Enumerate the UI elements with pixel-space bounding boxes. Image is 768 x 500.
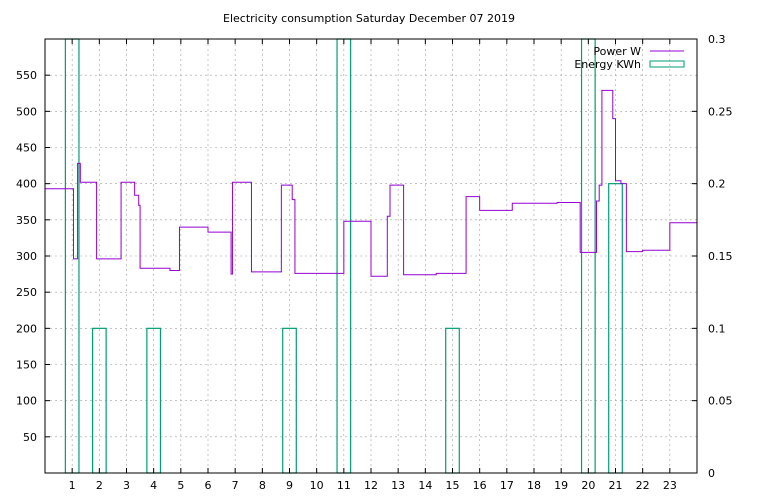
x-tick-label: 17 (500, 479, 514, 492)
x-tick-label: 1 (69, 479, 76, 492)
y-tick-labels: 50 100 150 200 250 300 350 400 450 500 550 (16, 69, 50, 444)
legend: Power W Energy KWh (574, 45, 685, 71)
x-tick-label: 22 (636, 479, 650, 492)
y2-tick-label: 0.3 (708, 33, 726, 46)
y-tick-label: 500 (16, 105, 37, 118)
chart-title: Electricity consumption Saturday Decembe… (223, 12, 515, 25)
x-tick-label: 20 (581, 479, 595, 492)
legend-swatch-energy (649, 60, 685, 68)
x-tick-label: 14 (418, 479, 432, 492)
y2-tick-label: 0.05 (708, 395, 733, 408)
legend-label-energy: Energy KWh (574, 58, 641, 71)
y-tick-label: 300 (16, 250, 37, 263)
y-tick-label: 400 (16, 178, 37, 191)
grid-lines (45, 39, 697, 473)
x-tick-label: 5 (177, 479, 184, 492)
x-tick-label: 2 (96, 479, 103, 492)
y-tick-label: 450 (16, 142, 37, 155)
x-tick-label: 19 (554, 479, 568, 492)
y2-tick-label: 0.25 (708, 105, 733, 118)
x-tick-label: 21 (609, 479, 623, 492)
y-tick-label: 350 (16, 214, 37, 227)
y2-tick-label: 0.1 (708, 322, 726, 335)
x-tick-labels: 1 2 3 4 5 6 7 8 9 10 11 12 13 14 15 16 17 18 19 20 21 22 23 (69, 39, 677, 492)
power-line (45, 89, 697, 277)
y-tick-label: 50 (23, 431, 37, 444)
y-tick-label: 100 (16, 395, 37, 408)
x-tick-label: 4 (150, 479, 157, 492)
y-tick-label: 150 (16, 359, 37, 372)
y2-tick-labels: 0 0.05 0.1 0.15 0.2 0.25 0.3 (692, 33, 733, 480)
y-tick-label: 200 (16, 322, 37, 335)
x-tick-label: 9 (286, 479, 293, 492)
x-tick-label: 18 (527, 479, 541, 492)
x-tick-label: 15 (446, 479, 460, 492)
x-tick-label: 12 (364, 479, 378, 492)
x-tick-label: 10 (310, 479, 324, 492)
x-tick-label: 11 (337, 479, 351, 492)
x-tick-label: 6 (205, 479, 212, 492)
x-tick-label: 7 (232, 479, 239, 492)
y2-tick-label: 0 (708, 467, 715, 480)
y2-tick-label: 0.2 (708, 178, 726, 191)
y2-tick-label: 0.15 (708, 250, 733, 263)
y-tick-label: 550 (16, 69, 37, 82)
y-tick-label: 250 (16, 286, 37, 299)
x-tick-label: 16 (473, 479, 487, 492)
legend-label-power: Power W (593, 45, 641, 58)
x-tick-label: 3 (123, 479, 130, 492)
x-tick-label: 8 (259, 479, 266, 492)
x-tick-label: 13 (391, 479, 405, 492)
x-tick-label: 23 (663, 479, 677, 492)
